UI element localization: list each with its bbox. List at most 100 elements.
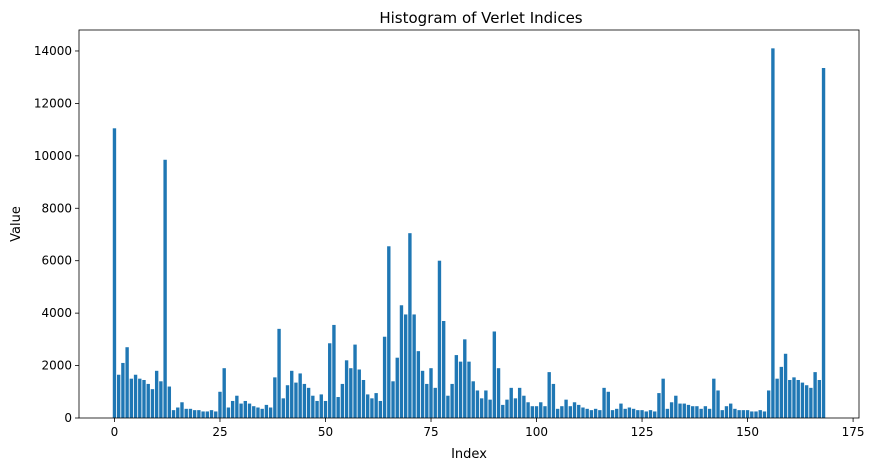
- bar-148: [737, 410, 741, 418]
- bar-69: [404, 314, 408, 418]
- x-tick-label: 150: [736, 425, 759, 439]
- bar-71: [412, 314, 416, 418]
- bar-45: [302, 383, 307, 418]
- bar-10: [154, 370, 159, 418]
- bar-99: [530, 406, 534, 418]
- bar-138: [695, 406, 699, 418]
- bar-32: [247, 403, 252, 418]
- bar-58: [357, 369, 361, 418]
- bar-55: [344, 360, 349, 418]
- bar-93: [505, 399, 509, 418]
- bar-7: [142, 379, 146, 418]
- bar-26: [222, 368, 226, 418]
- x-tick-label: 75: [423, 425, 438, 439]
- bar-102: [543, 406, 547, 418]
- bar-152: [754, 411, 758, 418]
- bar-42: [290, 370, 294, 418]
- bar-61: [370, 398, 374, 418]
- bar-27: [226, 407, 231, 418]
- y-tick-label: 4000: [41, 306, 72, 320]
- bar-157: [775, 378, 779, 418]
- bar-5: [133, 374, 138, 418]
- bar-150: [745, 410, 750, 418]
- x-tick-label: 175: [842, 425, 865, 439]
- bar-66: [391, 381, 395, 418]
- bar-133: [674, 395, 678, 418]
- y-tick-label: 10000: [34, 149, 72, 163]
- bar-97: [522, 395, 526, 418]
- bar-90: [492, 331, 497, 418]
- bar-124: [636, 410, 640, 418]
- bar-73: [420, 370, 425, 418]
- bar-122: [627, 407, 632, 418]
- bar-134: [678, 403, 682, 418]
- bar-164: [804, 385, 809, 418]
- x-tick-label: 0: [111, 425, 119, 439]
- bar-25: [218, 391, 222, 418]
- bar-160: [788, 379, 792, 418]
- bar-159: [783, 353, 788, 418]
- bar-89: [488, 399, 492, 418]
- bar-146: [729, 403, 733, 418]
- bar-142: [712, 378, 716, 418]
- y-tick-label: 12000: [34, 96, 72, 110]
- bar-37: [268, 407, 273, 418]
- bar-83: [463, 339, 467, 418]
- bar-64: [382, 336, 387, 418]
- bar-162: [796, 379, 800, 418]
- x-axis-label: Index: [451, 447, 487, 462]
- bar-31: [243, 400, 247, 418]
- bar-166: [813, 372, 817, 418]
- bar-153: [758, 410, 762, 418]
- bar-52: [332, 324, 336, 418]
- bar-70: [408, 233, 412, 418]
- bar-34: [256, 407, 260, 418]
- bar-144: [720, 410, 724, 418]
- bar-51: [328, 343, 332, 418]
- bar-120: [619, 403, 623, 418]
- bar-28: [230, 400, 235, 418]
- bar-19: [192, 410, 197, 418]
- y-tick-label: 0: [64, 411, 72, 425]
- bar-161: [792, 377, 796, 418]
- bar-56: [349, 368, 353, 418]
- bar-147: [733, 408, 737, 418]
- bar-92: [501, 404, 505, 418]
- bar-94: [509, 387, 513, 418]
- bar-103: [547, 372, 551, 418]
- bar-129: [657, 393, 661, 418]
- bar-143: [716, 390, 720, 418]
- x-tick-label: 25: [212, 425, 227, 439]
- bar-0: [112, 128, 117, 418]
- bars-layer: [112, 48, 826, 418]
- bar-131: [665, 408, 670, 418]
- bar-109: [572, 402, 577, 418]
- bar-20: [197, 410, 201, 418]
- bar-23: [209, 410, 214, 418]
- bar-139: [699, 408, 703, 418]
- bar-165: [809, 387, 813, 418]
- bar-115: [598, 410, 602, 418]
- bar-79: [446, 395, 450, 418]
- bar-91: [496, 368, 501, 418]
- y-tick-label: 8000: [41, 201, 72, 215]
- bar-2: [121, 362, 125, 418]
- y-tick-label: 14000: [34, 44, 72, 58]
- bar-39: [277, 328, 281, 418]
- bar-38: [273, 377, 277, 418]
- y-axis-label: Value: [9, 206, 24, 242]
- bar-111: [581, 407, 585, 418]
- bar-140: [703, 406, 708, 418]
- y-axis-ticks: 0 2000 4000 6000 8000 10000 12000 14000: [34, 44, 79, 425]
- bar-29: [235, 395, 239, 418]
- bar-47: [311, 395, 315, 418]
- bar-14: [171, 410, 176, 418]
- bar-163: [800, 382, 805, 418]
- bar-101: [539, 402, 543, 418]
- bar-135: [682, 403, 686, 418]
- bar-105: [555, 408, 560, 418]
- chart-title: Histogram of Verlet Indices: [379, 9, 582, 27]
- bar-76: [433, 387, 437, 418]
